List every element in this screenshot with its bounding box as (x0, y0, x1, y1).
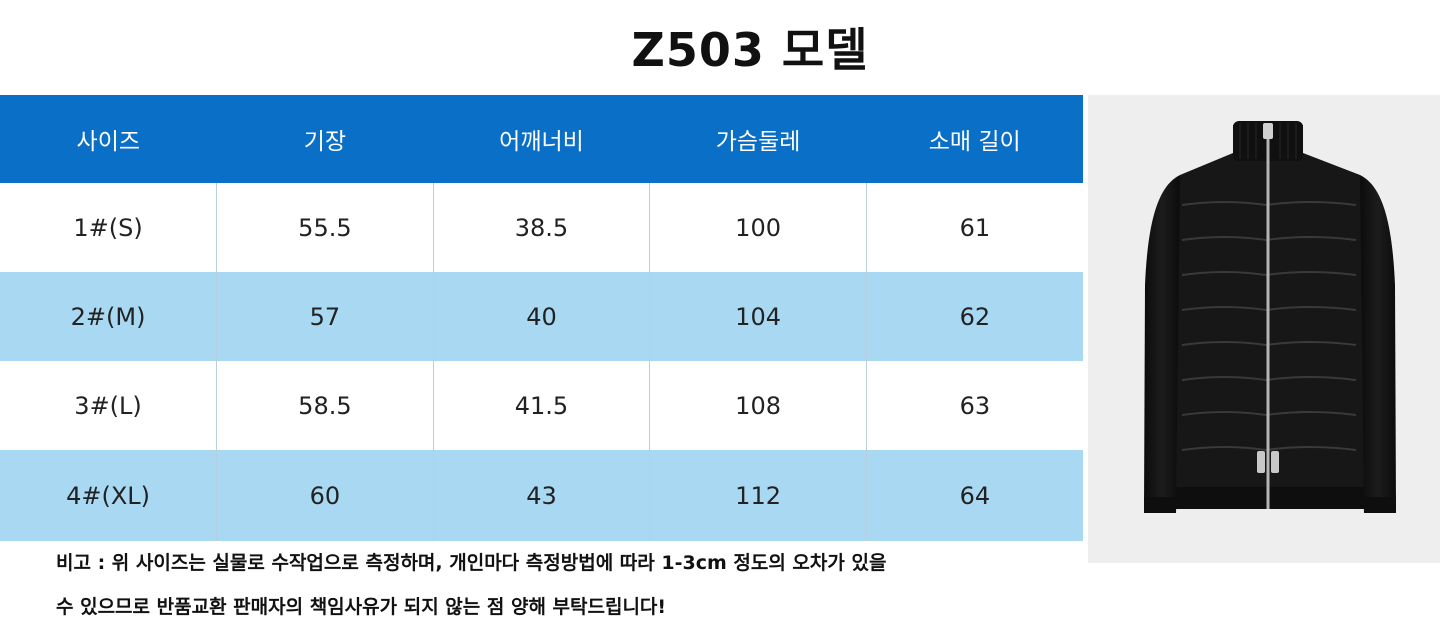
header-sleeve: 소매 길이 (866, 95, 1083, 183)
table-cell: 3#(L) (0, 361, 217, 450)
table-cell: 60 (216, 450, 434, 541)
table-row: 3#(L) 58.5 41.5 108 63 (0, 361, 1083, 450)
table-cell: 112 (649, 450, 867, 541)
product-image (1088, 95, 1440, 563)
table-cell: 104 (649, 272, 867, 361)
table-cell: 62 (865, 272, 1083, 361)
table-cell: 55.5 (216, 183, 434, 272)
size-table: 사이즈 기장 어깨너비 가슴둘레 소매 길이 1#(S) 55.5 38.5 1… (0, 95, 1083, 541)
jacket-icon (1144, 121, 1396, 513)
header-length: 기장 (216, 95, 434, 183)
table-cell: 38.5 (432, 183, 650, 272)
page-title: Z503 모델 (631, 23, 869, 77)
header-chest: 가슴둘레 (649, 95, 867, 183)
note-line-2: 수 있으므로 반품교환 판매자의 책임사유가 되지 않는 점 양해 부탁드립니다… (56, 596, 667, 618)
table-cell: 41.5 (432, 361, 650, 450)
table-row: 4#(XL) 60 43 112 64 (0, 450, 1083, 541)
table-cell: 2#(M) (0, 272, 217, 361)
table-cell: 61 (865, 183, 1083, 272)
table-row: 2#(M) 57 40 104 62 (0, 272, 1083, 361)
table-cell: 108 (649, 361, 867, 450)
note-line-1: 비고 : 위 사이즈는 실물로 수작업으로 측정하며, 개인마다 측정방법에 따… (56, 552, 887, 574)
table-row: 1#(S) 55.5 38.5 100 61 (0, 183, 1083, 272)
table-cell: 40 (432, 272, 650, 361)
header-size: 사이즈 (0, 95, 217, 183)
size-table-header: 사이즈 기장 어깨너비 가슴둘레 소매 길이 (0, 95, 1083, 183)
table-cell: 43 (432, 450, 650, 541)
table-cell: 1#(S) (0, 183, 217, 272)
table-cell: 58.5 (216, 361, 434, 450)
table-cell: 100 (649, 183, 867, 272)
table-cell: 63 (865, 361, 1083, 450)
table-cell: 64 (865, 450, 1083, 541)
header-shoulder: 어깨너비 (433, 95, 650, 183)
table-cell: 57 (216, 272, 434, 361)
table-cell: 4#(XL) (0, 450, 217, 541)
